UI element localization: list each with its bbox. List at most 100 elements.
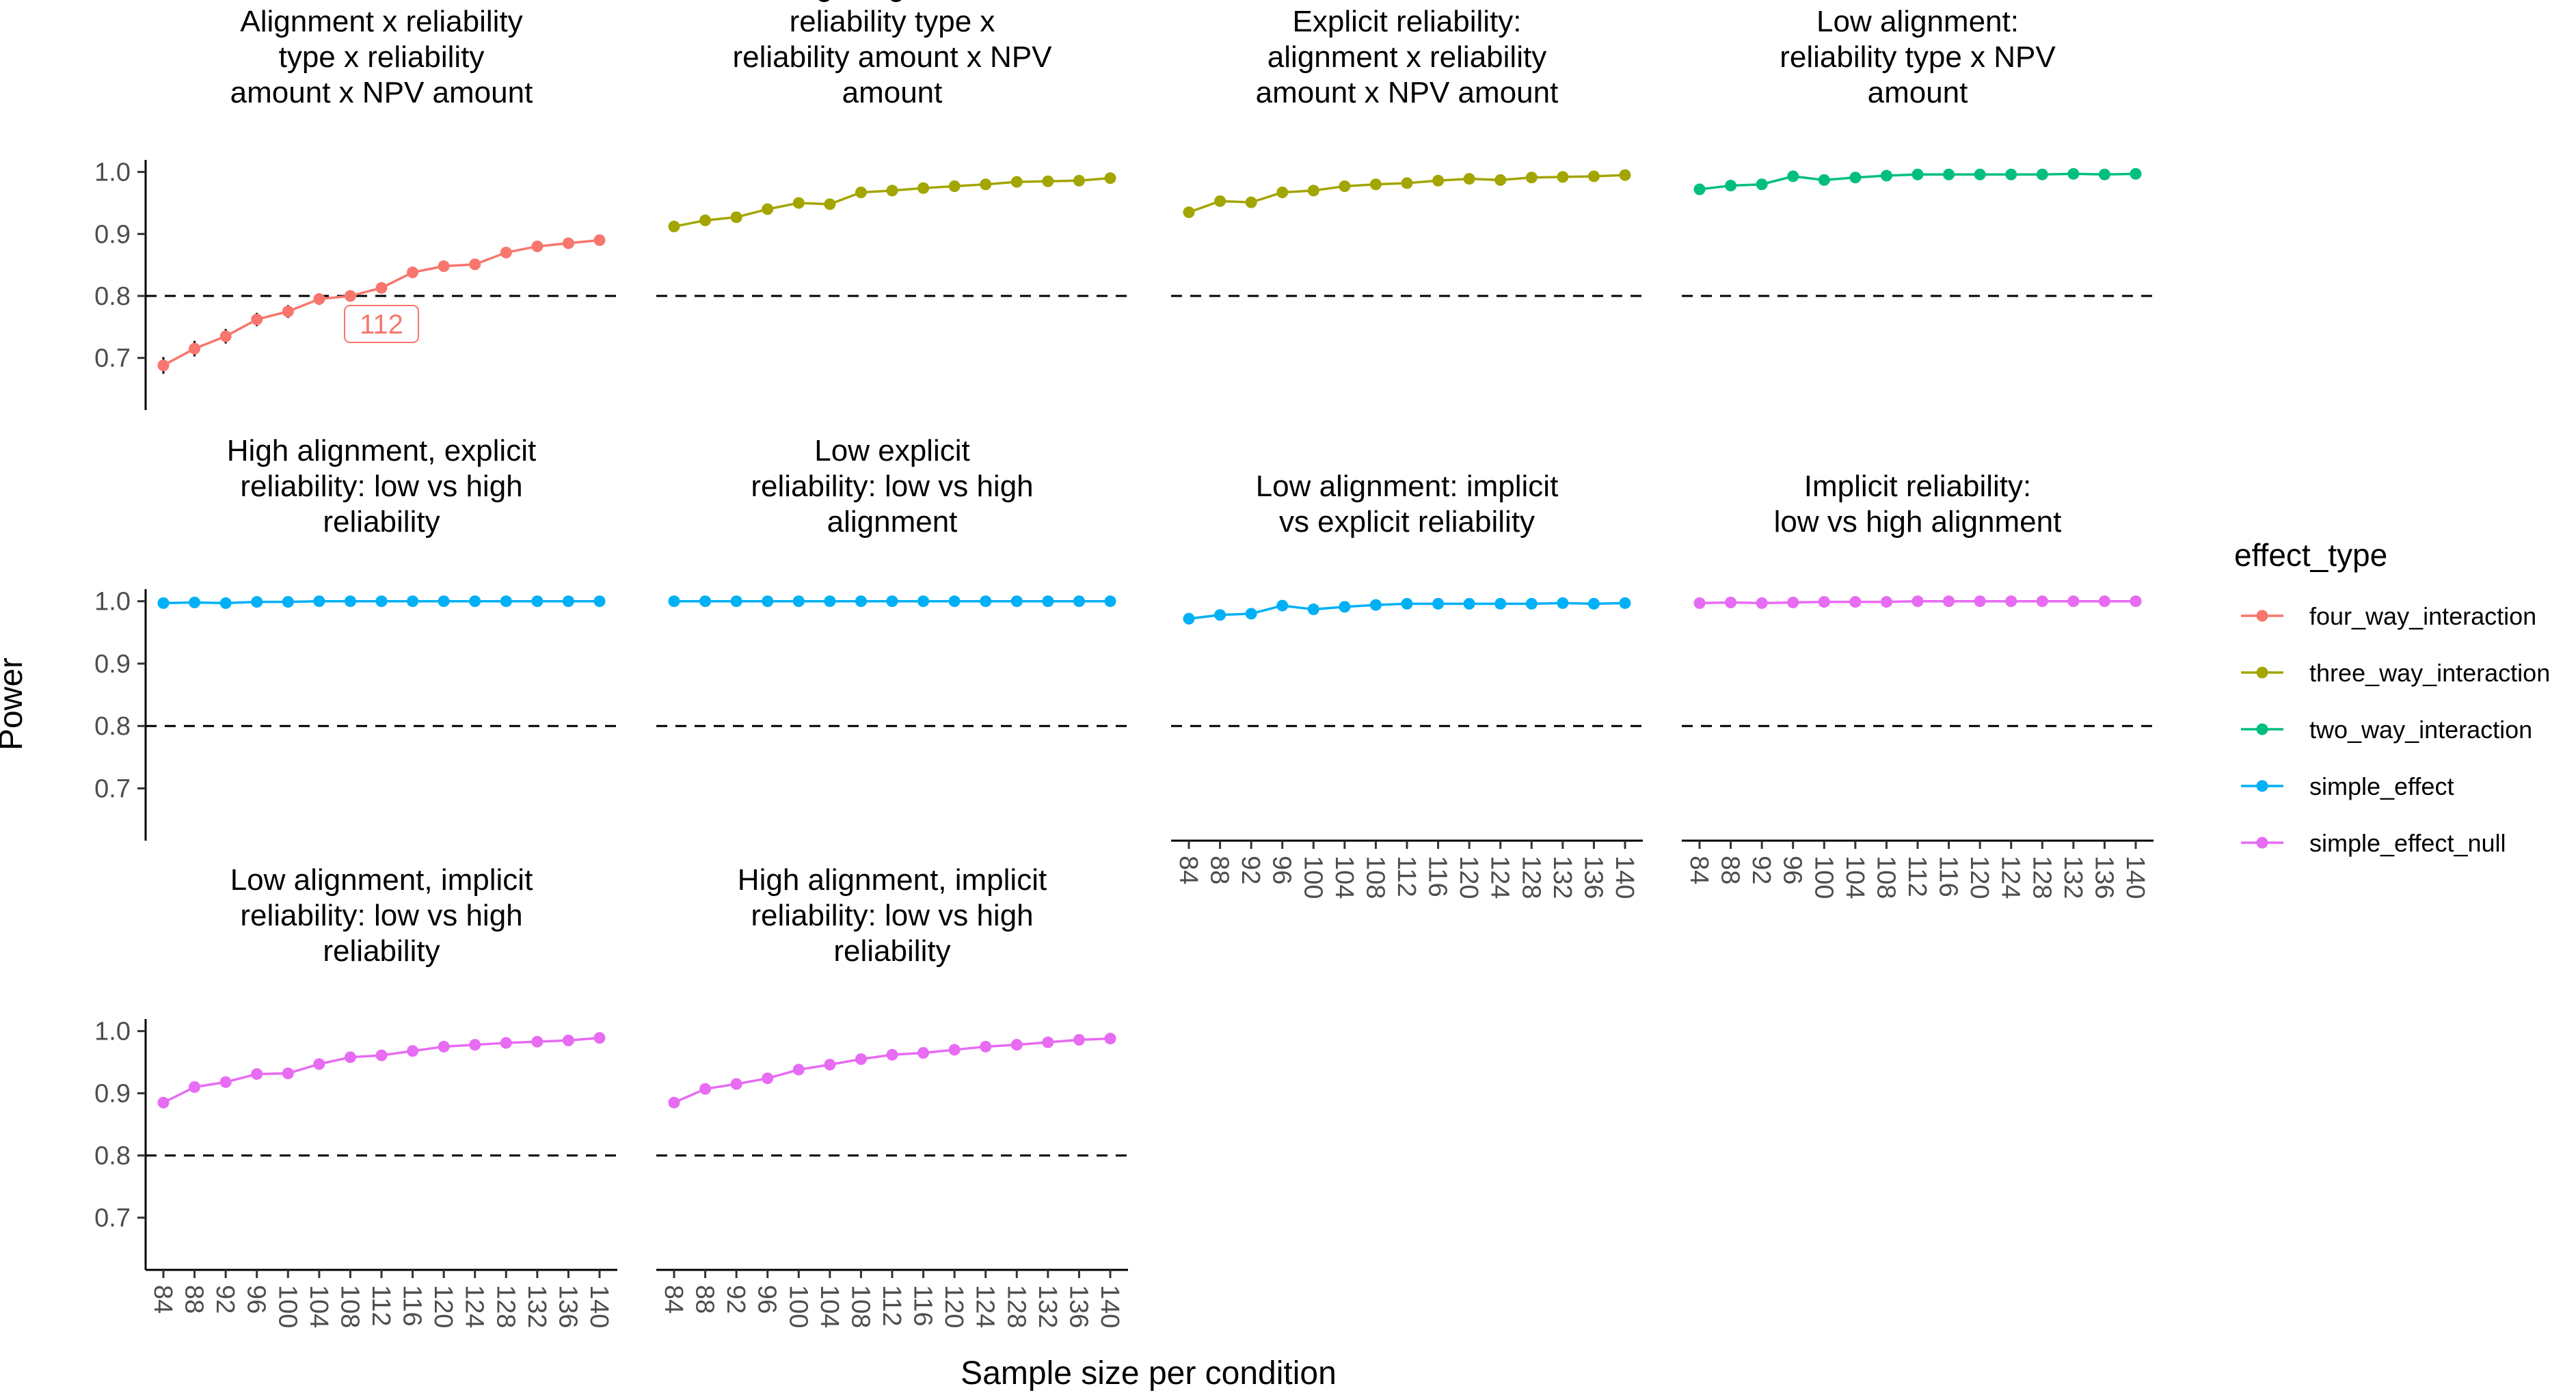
panel-title-line: amount x NPV amount [230, 76, 533, 109]
data-point [1880, 169, 1892, 182]
data-point [1818, 596, 1830, 608]
x-tick-label: 140 [1095, 1285, 1124, 1328]
x-tick-label: 120 [1454, 856, 1483, 899]
panel-title: Low alignment, implicit reliability: low … [230, 863, 533, 968]
x-tick-label: 104 [815, 1285, 844, 1328]
data-point [1974, 168, 1986, 180]
data-point [1073, 1033, 1085, 1046]
data-point [2036, 168, 2048, 180]
data-point [1557, 597, 1569, 609]
series-line [163, 1036, 600, 1104]
x-tick-label: 140 [585, 1285, 613, 1328]
data-point [531, 595, 544, 608]
data-point [1276, 187, 1289, 199]
data-point [438, 260, 450, 272]
y-tick-label: 0.7 [94, 344, 131, 373]
data-point [407, 1045, 419, 1057]
legend-label: two_way_interaction [2309, 716, 2532, 744]
data-point [948, 1044, 961, 1056]
data-point [189, 342, 201, 355]
facet-panel: High alignment, implicit reliability: low… [656, 863, 1128, 1328]
data-point [1432, 174, 1445, 187]
data-point [1587, 170, 1600, 182]
x-tick-label: 84 [659, 1285, 688, 1314]
panel-title: Explicit reliability: alignment x reliabi… [1256, 5, 1559, 109]
data-point [1214, 609, 1226, 621]
data-point [1943, 595, 1955, 608]
data-point [1042, 175, 1054, 187]
panel-title-line: reliability: low vs high [240, 899, 522, 932]
facet-panel: High alignment: reliability type xreliabi… [656, 0, 1128, 297]
data-point [562, 1034, 574, 1046]
data-point [886, 1048, 898, 1061]
data-point [1463, 173, 1475, 185]
data-point [1787, 597, 1799, 609]
data-point [1525, 597, 1538, 610]
data-point [469, 258, 481, 271]
data-point [282, 1068, 294, 1080]
annotation-label: 112 [360, 310, 403, 340]
data-point [251, 596, 263, 608]
data-point [886, 185, 898, 197]
data-point [562, 237, 574, 249]
data-point [500, 247, 512, 259]
panel-title-line: alignment x reliability [1267, 40, 1546, 74]
data-point [219, 330, 232, 342]
panel-title-line: reliability [323, 934, 440, 968]
x-tick-label: 92 [211, 1285, 239, 1314]
data-point [1525, 172, 1538, 184]
x-tick-label: 96 [242, 1285, 271, 1314]
x-tick-label: 96 [1778, 856, 1807, 884]
y-tick-label: 0.7 [94, 774, 131, 803]
panel-title: Low alignment: implicit vs explicit relia… [1256, 470, 1559, 539]
data-point [948, 595, 961, 608]
data-point [1042, 1036, 1054, 1048]
data-point [1010, 176, 1023, 188]
x-tick-label: 112 [1392, 856, 1421, 897]
data-point [855, 187, 867, 199]
data-point [2005, 168, 2017, 180]
data-point [500, 595, 512, 608]
series-line [163, 239, 600, 367]
data-point [792, 197, 805, 209]
facet-panel: Low alignment: implicit vs explicit relia… [1171, 470, 1643, 899]
legend-label: simple_effect [2309, 772, 2454, 800]
data-point [157, 1096, 170, 1109]
x-tick-label: 132 [1033, 1285, 1062, 1328]
data-point [157, 360, 170, 372]
panel-title-line: reliability: low vs high [751, 899, 1033, 932]
data-point [1339, 601, 1351, 613]
panel-title-line: Low alignment, implicit [230, 863, 533, 897]
data-point [1369, 178, 1382, 191]
legend: effect_type four_way_interaction three_wa… [2234, 537, 2550, 857]
panel-title: High alignment: reliability type xreliabi… [732, 0, 1052, 109]
data-point [1401, 177, 1413, 189]
data-point [375, 595, 388, 608]
panel-title-line: reliability [833, 934, 950, 968]
x-tick-label: 132 [522, 1285, 551, 1328]
x-tick-label: 108 [1871, 856, 1900, 899]
x-tick-label: 112 [1903, 856, 1931, 897]
x-tick-label: 96 [1267, 856, 1296, 884]
data-point [1494, 174, 1507, 186]
data-point [855, 595, 867, 608]
data-point [980, 595, 992, 608]
y-tick-label: 0.9 [94, 1080, 131, 1109]
data-point [1339, 180, 1351, 192]
data-point [2130, 595, 2142, 608]
panels-layer: Alignment x reliability type x reliabilit… [94, 0, 2154, 1328]
x-tick-label: 128 [1002, 1285, 1030, 1328]
x-tick-label: 124 [1486, 856, 1514, 899]
legend-key-point [2256, 666, 2268, 679]
x-tick-label: 100 [783, 1285, 812, 1328]
x-tick-label: 116 [1423, 856, 1452, 897]
data-point [1245, 196, 1257, 208]
x-tick-label: 140 [1610, 856, 1639, 899]
data-point [1756, 178, 1768, 191]
y-tick-label: 0.8 [94, 712, 131, 741]
data-point [1494, 597, 1507, 610]
data-point [824, 595, 836, 608]
y-axis-title: Power [0, 657, 29, 750]
data-point [1104, 595, 1116, 608]
data-point [980, 1040, 992, 1053]
